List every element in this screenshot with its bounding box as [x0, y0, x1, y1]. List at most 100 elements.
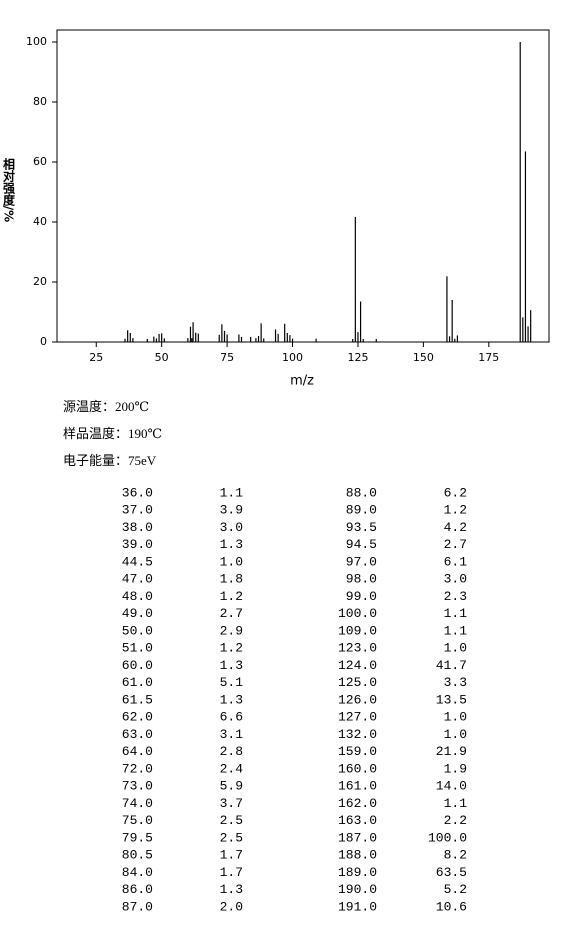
- table-cell: 13.5: [436, 692, 467, 707]
- table-cell: 21.9: [436, 744, 467, 759]
- table-cell: 44.5: [122, 554, 153, 569]
- table-cell: 1.3: [220, 692, 243, 707]
- table-cell: 98.0: [346, 572, 377, 587]
- table-cell: 1.0: [444, 641, 467, 656]
- table-cell: 1.8: [220, 572, 243, 587]
- table-cell: 41.7: [436, 658, 467, 673]
- x-tick-label: 175: [478, 351, 499, 364]
- table-cell: 84.0: [122, 865, 153, 880]
- table-cell: 159.0: [338, 744, 377, 759]
- table-cell: 8.2: [444, 848, 467, 863]
- table-cell: 6.2: [444, 485, 467, 500]
- table-cell: 3.7: [220, 796, 243, 811]
- table-cell: 63.0: [122, 727, 153, 742]
- table-cell: 49.0: [122, 606, 153, 621]
- x-tick-label: 75: [220, 351, 234, 364]
- table-cell: 87.0: [122, 899, 153, 914]
- table-cell: 2.7: [444, 537, 467, 552]
- table-cell: 1.1: [444, 606, 468, 621]
- table-cell: 61.0: [122, 675, 153, 690]
- info-line: 样品温度：190℃: [63, 426, 162, 441]
- x-tick-label: 150: [413, 351, 434, 364]
- y-tick-label: 0: [40, 335, 47, 348]
- table-cell: 64.0: [122, 744, 153, 759]
- info-line: 电子能量：75eV: [63, 453, 157, 468]
- table-cell: 62.0: [122, 710, 153, 725]
- table-cell: 89.0: [346, 503, 377, 518]
- table-cell: 94.5: [346, 537, 377, 552]
- table-cell: 1.0: [444, 710, 467, 725]
- table-cell: 51.0: [122, 641, 153, 656]
- table-cell: 162.0: [338, 796, 377, 811]
- y-tick-label: 60: [33, 155, 47, 168]
- table-cell: 1.3: [220, 537, 243, 552]
- table-cell: 100.0: [428, 830, 467, 845]
- table-cell: 4.2: [444, 520, 467, 535]
- table-cell: 3.1: [220, 727, 244, 742]
- table-cell: 36.0: [122, 485, 153, 500]
- table-cell: 10.6: [436, 899, 467, 914]
- table-cell: 124.0: [338, 658, 377, 673]
- table-cell: 1.0: [220, 554, 243, 569]
- x-tick-label: 100: [282, 351, 303, 364]
- table-cell: 188.0: [338, 848, 377, 863]
- table-cell: 1.2: [444, 503, 467, 518]
- table-cell: 1.1: [444, 623, 468, 638]
- table-cell: 125.0: [338, 675, 377, 690]
- table-cell: 60.0: [122, 658, 153, 673]
- plot-frame: [56, 29, 550, 343]
- table-cell: 2.7: [220, 606, 243, 621]
- table-cell: 39.0: [122, 537, 153, 552]
- table-cell: 109.0: [338, 623, 377, 638]
- table-cell: 3.3: [444, 675, 467, 690]
- table-cell: 93.5: [346, 520, 377, 535]
- table-cell: 2.2: [444, 813, 467, 828]
- table-cell: 2.8: [220, 744, 243, 759]
- x-axis-label: m/z: [290, 374, 314, 389]
- table-cell: 160.0: [338, 761, 377, 776]
- table-cell: 48.0: [122, 589, 153, 604]
- table-cell: 2.0: [220, 899, 243, 914]
- x-tick-label: 25: [89, 351, 103, 364]
- x-tick-label: 50: [155, 351, 169, 364]
- table-cell: 163.0: [338, 813, 377, 828]
- table-cell: 1.3: [220, 882, 243, 897]
- table-cell: 5.1: [220, 675, 244, 690]
- table-cell: 97.0: [346, 554, 377, 569]
- table-cell: 126.0: [338, 692, 377, 707]
- table-cell: 2.9: [220, 623, 243, 638]
- table-cell: 72.0: [122, 761, 153, 776]
- table-cell: 1.9: [444, 761, 467, 776]
- table-cell: 1.7: [220, 865, 243, 880]
- table-cell: 1.1: [444, 796, 468, 811]
- table-cell: 3.0: [220, 520, 243, 535]
- table-cell: 132.0: [338, 727, 377, 742]
- table-cell: 1.0: [444, 727, 467, 742]
- table-cell: 5.2: [444, 882, 467, 897]
- x-tick-label: 125: [347, 351, 368, 364]
- table-cell: 1.2: [220, 641, 243, 656]
- table-cell: 79.5: [122, 830, 153, 845]
- table-cell: 37.0: [122, 503, 153, 518]
- table-cell: 161.0: [338, 779, 377, 794]
- table-cell: 127.0: [338, 710, 377, 725]
- table-cell: 74.0: [122, 796, 153, 811]
- table-cell: 47.0: [122, 572, 153, 587]
- table-cell: 2.5: [220, 830, 243, 845]
- y-tick-label: 80: [33, 95, 47, 108]
- table-cell: 63.5: [436, 865, 467, 880]
- table-cell: 6.1: [444, 554, 468, 569]
- table-cell: 1.7: [220, 848, 243, 863]
- y-tick-label: 40: [33, 215, 47, 228]
- table-cell: 3.0: [444, 572, 467, 587]
- table-cell: 80.5: [122, 848, 153, 863]
- table-cell: 99.0: [346, 589, 377, 604]
- info-line: 源温度：200℃: [63, 399, 149, 414]
- table-cell: 1.1: [220, 485, 244, 500]
- table-cell: 123.0: [338, 641, 377, 656]
- table-cell: 88.0: [346, 485, 377, 500]
- table-cell: 189.0: [338, 865, 377, 880]
- table-cell: 100.0: [338, 606, 377, 621]
- table-cell: 6.6: [220, 710, 243, 725]
